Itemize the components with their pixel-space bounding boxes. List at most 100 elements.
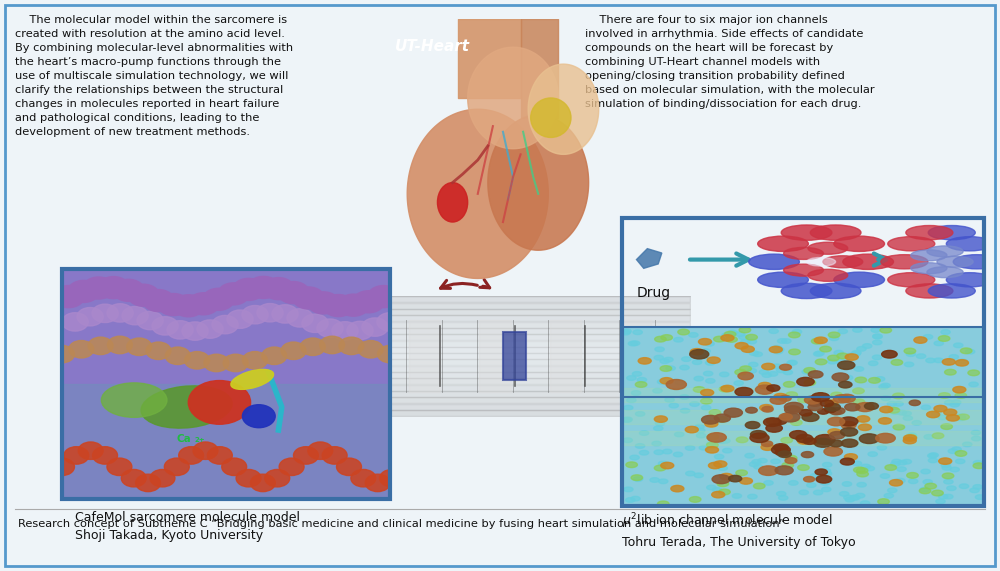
Circle shape	[78, 442, 103, 460]
Circle shape	[862, 344, 872, 348]
Circle shape	[707, 485, 716, 490]
Circle shape	[811, 393, 830, 401]
Circle shape	[872, 355, 882, 360]
Circle shape	[842, 482, 852, 486]
Circle shape	[262, 347, 287, 364]
Circle shape	[839, 492, 849, 496]
Circle shape	[653, 388, 662, 393]
Circle shape	[938, 494, 948, 499]
Circle shape	[802, 369, 811, 374]
Circle shape	[856, 403, 874, 412]
Circle shape	[926, 358, 935, 363]
Circle shape	[749, 351, 759, 356]
Circle shape	[808, 270, 848, 282]
Circle shape	[712, 488, 722, 492]
Circle shape	[760, 404, 773, 411]
Circle shape	[923, 480, 932, 484]
Circle shape	[377, 313, 403, 331]
Circle shape	[785, 406, 801, 414]
Circle shape	[965, 349, 975, 354]
Circle shape	[762, 373, 772, 377]
Circle shape	[726, 336, 737, 342]
Circle shape	[773, 418, 787, 424]
Circle shape	[804, 396, 821, 404]
Circle shape	[956, 414, 965, 419]
Circle shape	[853, 388, 864, 394]
Circle shape	[931, 413, 941, 417]
Circle shape	[790, 431, 807, 439]
Circle shape	[878, 498, 889, 504]
Circle shape	[179, 447, 204, 464]
Circle shape	[804, 368, 815, 373]
Circle shape	[655, 421, 665, 426]
Circle shape	[762, 407, 773, 412]
Circle shape	[801, 452, 814, 457]
Text: CafeMol sarcomere molecule model
Shoji Takada, Kyoto University: CafeMol sarcomere molecule model Shoji T…	[75, 511, 300, 542]
Circle shape	[50, 345, 74, 363]
Circle shape	[785, 455, 797, 461]
Ellipse shape	[141, 386, 232, 428]
Circle shape	[128, 284, 159, 306]
Circle shape	[845, 354, 858, 360]
Circle shape	[904, 348, 916, 354]
Text: There are four to six major ion channels
involved in arrhythmia. Side effects of: There are four to six major ion channels…	[585, 15, 875, 109]
Circle shape	[852, 461, 862, 466]
Circle shape	[692, 360, 702, 364]
Circle shape	[942, 473, 954, 478]
Circle shape	[714, 336, 725, 342]
Circle shape	[825, 403, 840, 411]
Circle shape	[882, 351, 897, 358]
Circle shape	[813, 352, 823, 356]
Circle shape	[920, 487, 929, 492]
Circle shape	[833, 395, 850, 403]
Circle shape	[952, 400, 961, 405]
Circle shape	[857, 471, 868, 477]
Circle shape	[810, 225, 861, 240]
Circle shape	[810, 473, 820, 478]
Circle shape	[702, 415, 719, 424]
Circle shape	[832, 373, 849, 381]
Circle shape	[827, 417, 845, 426]
Circle shape	[942, 465, 952, 470]
Circle shape	[838, 329, 848, 333]
Circle shape	[904, 435, 917, 441]
Circle shape	[689, 497, 701, 502]
Circle shape	[658, 461, 668, 466]
Circle shape	[840, 417, 858, 426]
Circle shape	[717, 439, 726, 444]
Circle shape	[657, 380, 667, 384]
Circle shape	[107, 336, 132, 353]
Circle shape	[736, 437, 748, 443]
Circle shape	[836, 360, 846, 364]
Circle shape	[701, 398, 712, 404]
Circle shape	[854, 367, 864, 371]
Circle shape	[709, 409, 721, 415]
Circle shape	[77, 308, 103, 326]
Circle shape	[840, 458, 854, 465]
Circle shape	[844, 454, 857, 460]
Circle shape	[223, 354, 248, 372]
Circle shape	[660, 365, 672, 371]
Circle shape	[242, 405, 275, 428]
Circle shape	[799, 490, 808, 494]
Circle shape	[50, 458, 74, 476]
Circle shape	[293, 447, 318, 464]
Circle shape	[845, 404, 860, 411]
Circle shape	[777, 492, 786, 496]
Circle shape	[747, 339, 757, 344]
Circle shape	[218, 283, 249, 305]
Circle shape	[914, 337, 927, 343]
Circle shape	[945, 400, 954, 405]
Circle shape	[735, 332, 745, 336]
Circle shape	[764, 481, 773, 485]
Circle shape	[828, 355, 839, 361]
Circle shape	[768, 372, 778, 376]
Circle shape	[781, 437, 792, 443]
Circle shape	[902, 460, 912, 464]
Circle shape	[88, 337, 113, 355]
Circle shape	[814, 439, 832, 447]
Circle shape	[781, 283, 832, 299]
Circle shape	[823, 256, 863, 268]
Circle shape	[858, 424, 871, 431]
Circle shape	[669, 403, 678, 408]
